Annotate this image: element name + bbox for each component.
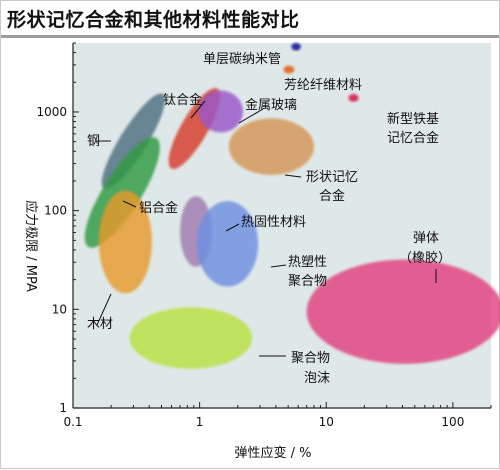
label-aramid-fiber: 芳纶纤维材料 xyxy=(284,78,362,93)
chart-title: 形状记忆合金和其他材料性能对比 xyxy=(7,9,300,31)
material-region-1 xyxy=(101,93,166,189)
material-region-8 xyxy=(348,94,359,102)
label-thermoset: 热固性材料 xyxy=(241,215,306,230)
material-region-7 xyxy=(283,65,295,74)
material-region-4 xyxy=(198,90,243,133)
label-titanium-alloy: 钛合金 xyxy=(163,92,202,108)
x-axis-title: 弹性应变 / % xyxy=(235,445,312,461)
label-wood: 木材 xyxy=(87,317,113,332)
y-tick-label: 100 xyxy=(44,204,67,218)
leader-line-9 xyxy=(96,293,112,326)
label-elastomer-line2: （橡胶） xyxy=(399,250,451,266)
material-region-11 xyxy=(196,201,259,287)
label-thermoplastic-line2: 聚合物 xyxy=(288,274,327,289)
x-tick-label: 100 xyxy=(441,415,464,429)
label-sma-line2: 合金 xyxy=(319,188,345,204)
x-tick-label: 1 xyxy=(196,415,204,429)
y-tick-label: 1000 xyxy=(36,105,67,119)
leader-line-5 xyxy=(122,200,137,208)
material-region-12 xyxy=(129,307,253,369)
material-region-5 xyxy=(228,118,314,175)
leader-line-8 xyxy=(270,264,287,268)
x-tick-label: 0.1 xyxy=(63,415,82,429)
material-region-13 xyxy=(306,259,500,364)
leader-line-6 xyxy=(225,223,240,232)
material-region-6 xyxy=(291,43,301,51)
y-tick-label: 1 xyxy=(59,401,67,415)
label-foam-line1: 聚合物 xyxy=(291,351,330,366)
label-elastomer-line1: 弹体 xyxy=(413,231,439,246)
y-axis-title: 应力极限 / MPA xyxy=(23,200,39,292)
label-foam-line2: 泡沫 xyxy=(304,371,330,386)
label-carbon-nanotube: 单层碳纳米管 xyxy=(203,52,281,67)
material-region-9 xyxy=(98,190,152,294)
label-metallic-glass: 金属玻璃 xyxy=(245,97,297,113)
label-thermoplastic-line1: 热塑性 xyxy=(288,255,327,270)
label-new-iron-line2: 记忆合金 xyxy=(387,130,439,146)
leader-line-2 xyxy=(190,100,206,119)
label-steel: 钢 xyxy=(87,134,100,149)
y-tick-label: 10 xyxy=(52,302,67,316)
x-tick-label: 10 xyxy=(319,415,334,429)
label-aluminum-alloy: 铝合金 xyxy=(139,200,178,216)
title-underline xyxy=(1,35,499,38)
label-sma-line1: 形状记忆 xyxy=(306,169,358,185)
label-new-iron-line1: 新型铁基 xyxy=(387,111,439,127)
leader-line-3 xyxy=(238,108,264,124)
leader-line-4 xyxy=(284,174,302,178)
